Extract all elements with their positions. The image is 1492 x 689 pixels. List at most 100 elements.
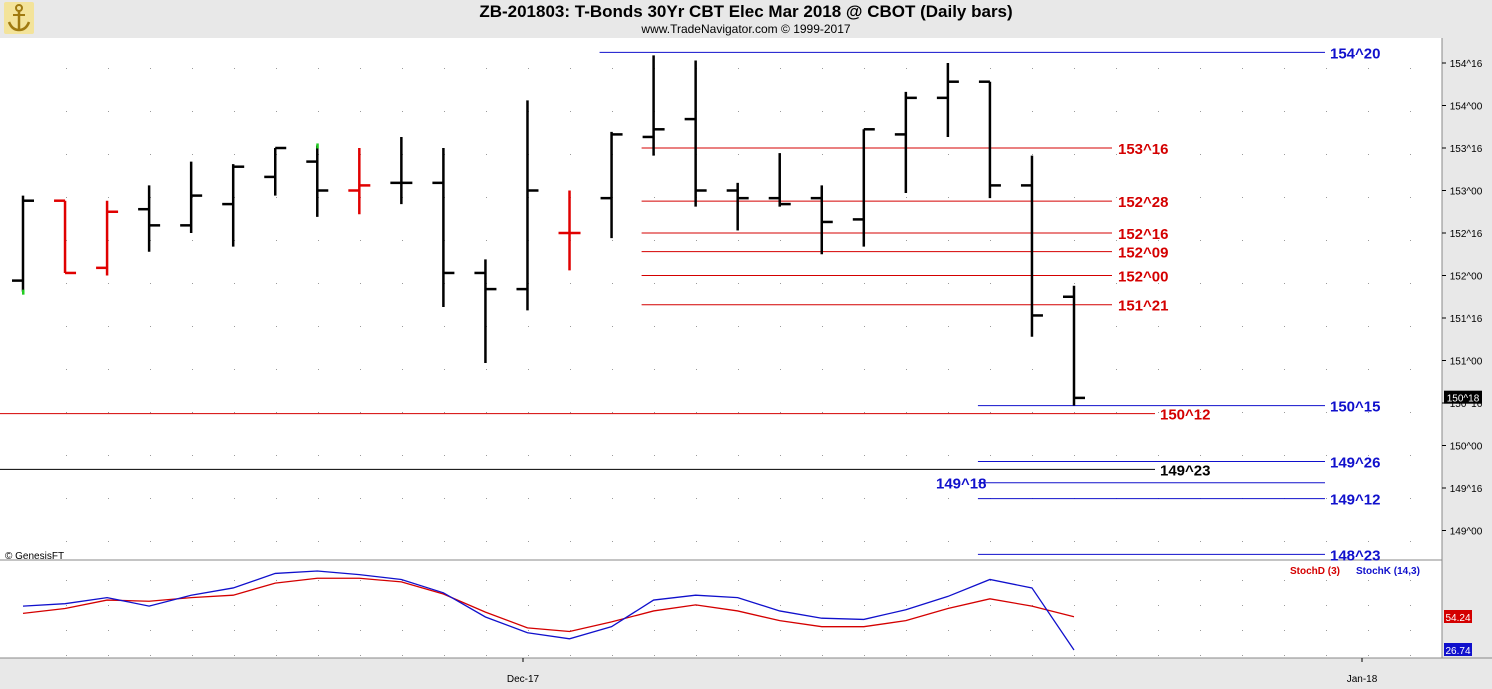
grid-dot [780,541,781,542]
grid-dot [738,605,739,606]
grid-dot [1200,240,1201,241]
grid-dot [906,369,907,370]
grid-dot [318,240,319,241]
grid-dot [612,655,613,656]
grid-dot [150,68,151,69]
grid-dot [1032,369,1033,370]
grid-dot [150,580,151,581]
grid-dot [1410,111,1411,112]
ohlc-bar [726,182,749,231]
grid-dot [864,630,865,631]
grid-dot [66,580,67,581]
grid-dot [948,655,949,656]
grid-dot [276,655,277,656]
grid-dot [234,412,235,413]
grid-dot [1200,605,1201,606]
grid-dot [1200,369,1201,370]
grid-dot [1200,580,1201,581]
grid-dot [1284,580,1285,581]
grid-dot [1074,541,1075,542]
grid-dot [906,605,907,606]
grid-dot [444,68,445,69]
grid-dot [1032,655,1033,656]
grid-dot [1284,541,1285,542]
grid-dot [108,455,109,456]
grid-dot [1410,455,1411,456]
grid-dot [486,605,487,606]
grid-dot [1368,541,1369,542]
grid-dot [276,68,277,69]
grid-dot [318,630,319,631]
grid-dot [360,412,361,413]
grid-dot [444,605,445,606]
grid-dot [276,455,277,456]
ohlc-bar [306,145,329,217]
grid-dot [1074,68,1075,69]
grid-dot [1116,111,1117,112]
grid-dot [360,630,361,631]
grid-dot [780,605,781,606]
grid-dot [150,541,151,542]
grid-dot [780,369,781,370]
grid-dot [864,412,865,413]
grid-dot [780,240,781,241]
grid-dot [1158,369,1159,370]
grid-dot [1116,605,1117,606]
grid-dot [696,283,697,284]
grid-dot [192,240,193,241]
grid-dot [1326,455,1327,456]
grid-dot [150,283,151,284]
grid-dot [66,455,67,456]
grid-dot [906,326,907,327]
level-label: 149^26 [1330,454,1380,471]
grid-dot [780,111,781,112]
grid-dot [822,68,823,69]
grid-dot [1116,369,1117,370]
grid-dot [402,455,403,456]
grid-dot [66,630,67,631]
grid-dot [570,154,571,155]
grid-dot [1074,655,1075,656]
grid-dot [108,154,109,155]
grid-dot [570,68,571,69]
grid-dot [1326,655,1327,656]
grid-dot [612,283,613,284]
grid-dot [192,197,193,198]
grid-dot [1158,630,1159,631]
ohlc-bar [432,148,455,307]
level-label: 152^28 [1118,194,1168,211]
grid-dot [234,68,235,69]
grid-dot [1242,326,1243,327]
grid-dot [234,283,235,284]
grid-dot [1242,283,1243,284]
grid-dot [1200,197,1201,198]
grid-dot [990,455,991,456]
grid-dot [1200,455,1201,456]
ohlc-bar [852,128,875,247]
grid-dot [192,326,193,327]
grid-dot [738,111,739,112]
grid-dot [150,197,151,198]
grid-dot [318,498,319,499]
grid-dot [192,655,193,656]
grid-dot [402,111,403,112]
grid-dot [150,240,151,241]
grid-dot [402,630,403,631]
grid-dot [1032,580,1033,581]
grid-dot [1326,111,1327,112]
grid-dot [234,111,235,112]
ohlc-bar [642,55,665,156]
grid-dot [318,369,319,370]
grid-dot [1410,326,1411,327]
grid-dot [696,369,697,370]
grid-dot [906,580,907,581]
y-tick-label: 154^00 [1450,102,1483,113]
grid-dot [1326,605,1327,606]
grid-dot [1158,655,1159,656]
grid-dot [822,580,823,581]
grid-dot [234,541,235,542]
grid-dot [570,455,571,456]
grid-dot [906,655,907,656]
grid-dot [1158,197,1159,198]
grid-dot [1200,655,1201,656]
